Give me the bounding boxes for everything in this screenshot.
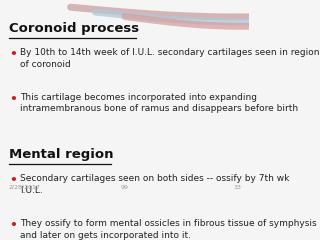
Text: Coronoid process: Coronoid process (9, 22, 139, 35)
Text: •: • (9, 48, 17, 61)
Text: 33: 33 (233, 185, 241, 190)
Text: 2/28/2017: 2/28/2017 (9, 185, 41, 190)
Text: This cartilage becomes incorporated into expanding
intramembranous bone of ramus: This cartilage becomes incorporated into… (20, 93, 298, 114)
Text: •: • (9, 219, 17, 232)
Text: 99: 99 (121, 185, 129, 190)
Text: Mental region: Mental region (9, 148, 113, 161)
Text: Secondary cartilages seen on both sides -- ossify by 7th wk
I.U.L.: Secondary cartilages seen on both sides … (20, 174, 289, 195)
Text: •: • (9, 93, 17, 106)
Text: By 10th to 14th week of I.U.L. secondary cartilages seen in region
of coronoid: By 10th to 14th week of I.U.L. secondary… (20, 48, 319, 69)
Text: They ossify to form mental ossicles in fibrous tissue of symphysis
and later on : They ossify to form mental ossicles in f… (20, 219, 316, 240)
Text: •: • (9, 174, 17, 187)
